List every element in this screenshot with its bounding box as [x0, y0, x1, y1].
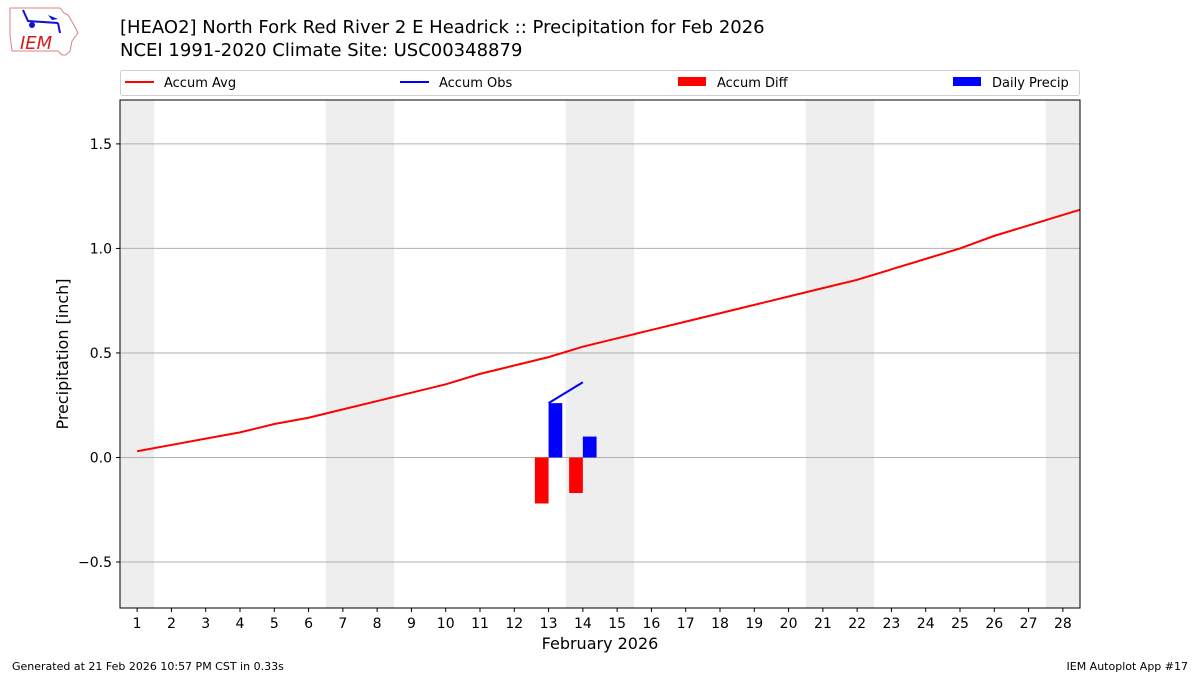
- footer-app: IEM Autoplot App #17: [1066, 660, 1189, 673]
- weekend-shade: [1045, 100, 1080, 608]
- x-tick-label: 2: [167, 616, 176, 632]
- legend: [120, 70, 1080, 96]
- y-tick-label: 0.0: [90, 450, 112, 466]
- iem-logo: IEM: [9, 7, 79, 56]
- x-tick-label: 10: [437, 616, 455, 632]
- x-tick-label: 27: [1020, 616, 1038, 632]
- legend-label-accum-diff: Accum Diff: [717, 76, 789, 91]
- y-tick-label: 1.5: [90, 137, 112, 153]
- legend-swatch-daily-precip: [953, 77, 981, 86]
- weekend-shade: [120, 100, 155, 608]
- chart-subtitle: NCEI 1991-2020 Climate Site: USC00348879: [120, 40, 523, 61]
- x-tick-label: 4: [236, 616, 245, 632]
- x-tick-label: 3: [201, 616, 210, 632]
- footer-generated: Generated at 21 Feb 2026 10:57 PM CST in…: [12, 660, 284, 673]
- x-tick-label: 17: [677, 616, 695, 632]
- weekend-shade: [805, 100, 875, 608]
- x-axis-label: February 2026: [542, 634, 659, 653]
- y-tick-label: 1.0: [90, 241, 112, 257]
- y-axis-label: Precipitation [inch]: [53, 278, 72, 429]
- weekend-shade: [325, 100, 395, 608]
- plot-frame: [119, 99, 1081, 609]
- x-tick-label: 12: [505, 616, 523, 632]
- x-tick-label: 5: [270, 616, 279, 632]
- x-tick-label: 24: [917, 616, 935, 632]
- x-tick-label: 6: [304, 616, 313, 632]
- legend-swatch-accum-diff: [678, 77, 706, 86]
- x-tick-label: 15: [608, 616, 626, 632]
- legend-label-accum-avg: Accum Avg: [164, 76, 236, 91]
- x-tick-label: 14: [574, 616, 592, 632]
- x-tick-label: 26: [985, 616, 1003, 632]
- x-tick-label: 22: [848, 616, 866, 632]
- daily-precip-bar: [548, 403, 563, 458]
- svg-text:IEM: IEM: [20, 33, 53, 54]
- x-tick-label: 23: [883, 616, 901, 632]
- x-tick-label: 7: [338, 616, 347, 632]
- x-tick-label: 19: [745, 616, 763, 632]
- x-tick-label: 25: [951, 616, 969, 632]
- x-tick-label: 20: [780, 616, 798, 632]
- y-tick-label: −0.5: [78, 555, 112, 571]
- daily-precip-bar: [582, 436, 597, 458]
- accum-diff-bar: [569, 457, 583, 494]
- chart-title: [HEAO2] North Fork Red River 2 E Headric…: [120, 17, 765, 38]
- accum-diff-bar: [534, 457, 549, 504]
- weekend-shade: [565, 100, 635, 608]
- x-tick-label: 8: [373, 616, 382, 632]
- accum-avg-line: [136, 208, 1080, 453]
- legend-label-accum-obs: Accum Obs: [439, 76, 512, 91]
- x-tick-label: 1: [133, 616, 142, 632]
- x-tick-label: 16: [643, 616, 661, 632]
- x-tick-label: 28: [1054, 616, 1072, 632]
- legend-label-daily-precip: Daily Precip: [992, 76, 1069, 91]
- accum-obs-line: [548, 381, 584, 404]
- x-tick-label: 13: [540, 616, 558, 632]
- x-tick-label: 21: [814, 616, 832, 632]
- x-tick-label: 11: [471, 616, 489, 632]
- x-tick-label: 9: [407, 616, 416, 632]
- y-tick-label: 0.5: [90, 346, 112, 362]
- x-tick-label: 18: [711, 616, 729, 632]
